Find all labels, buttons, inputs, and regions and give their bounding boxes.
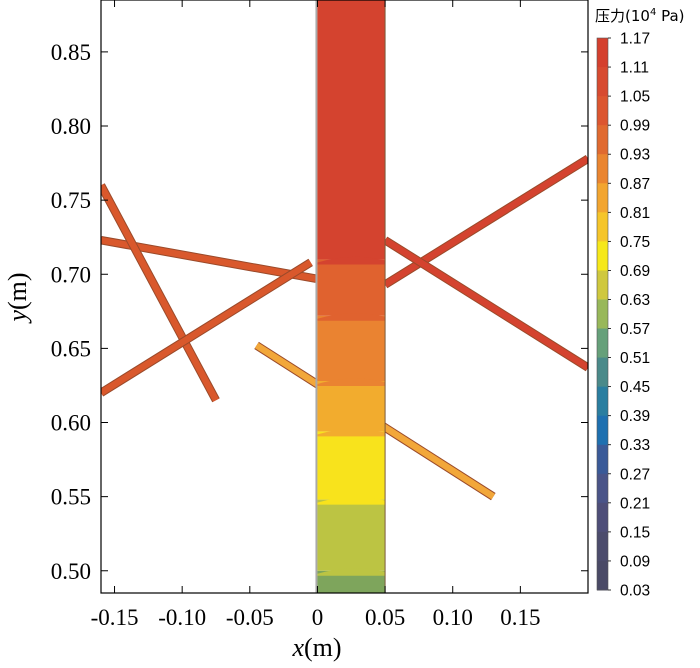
x-axis-title: x(m) [291,633,341,662]
pressure-band-2 [317,499,386,571]
colorbar-level-label: 0.15 [620,524,650,541]
colorbar-swatch [597,473,608,504]
domain-left-edge [315,0,318,593]
colorbar-swatch [597,241,608,271]
y-tick-label: 0.80 [51,114,91,139]
y-tick-label: 0.60 [51,411,91,436]
x-tick-label: 0 [312,605,324,630]
colorbar-level-label: 0.39 [620,408,650,425]
tube-6 [383,237,588,371]
colorbar-swatch [597,444,608,475]
tube-3 [101,259,313,396]
colorbar-swatch [597,502,608,533]
colorbar-swatch [597,154,608,184]
colorbar-level-label: 0.45 [620,379,650,396]
colorbar-level-label: 0.03 [620,583,650,600]
colorbar-level-label: 0.69 [620,263,650,280]
contour-edge-2 [317,497,386,505]
colorbar-level-label: 0.75 [620,234,650,251]
pressure-band-1 [317,570,386,593]
colorbar-title: 压力(104 Pa) [595,7,685,25]
colorbar-level-label: 0.63 [620,292,650,309]
colorbar-swatch [597,183,608,213]
contour-edge-6 [317,256,386,265]
colorbar-swatch [597,38,608,68]
colorbar-swatch [597,125,608,155]
colorbar-swatch [597,415,608,446]
colorbar-swatch [597,299,608,330]
colorbar-swatch [597,386,608,417]
x-axis: -0.15 -0.10 -0.05 0 0.05 0.10 0.15 [91,0,540,630]
x-tick-label: -0.05 [226,605,274,630]
pressure-band-3 [317,431,386,500]
colorbar-level-label: 0.21 [620,495,650,512]
contour-edge-3 [317,428,386,437]
y-tick-label: 0.75 [51,188,91,213]
pressure-band-7 [317,0,386,260]
y-tick-label: 0.70 [51,262,91,287]
pressure-band-5 [317,315,386,382]
colorbar-swatch [597,531,608,562]
colorbar-swatches [596,37,609,591]
plot-area [101,0,588,593]
colorbar-level-label: 0.81 [620,205,650,222]
colorbar-swatch [597,67,608,97]
central-flow-domain [315,0,386,593]
tube-2 [101,183,219,402]
x-tick-label: 0.15 [500,605,540,630]
colorbar-level-label: 0.33 [620,437,650,454]
tube-5 [383,155,588,288]
y-axis-unit: (m) [3,272,32,310]
x-tick-label: 0.05 [365,605,405,630]
x-tick-label: 0.10 [433,605,473,630]
y-tick-label: 0.50 [51,559,91,584]
colorbar-level-label: 0.27 [620,466,650,483]
x-axis-unit: (m) [304,633,342,662]
colorbar-swatch [597,96,608,126]
plot-frame [100,0,589,594]
colorbar-level-label: 1.17 [620,31,650,48]
colorbar-level-label: 0.93 [620,147,650,164]
contour-edge-1 [317,568,386,576]
x-tick-label: -0.10 [158,605,206,630]
colorbar-title-exponent: 4 [650,7,656,18]
colorbar-level-label: 0.87 [620,176,650,193]
pressure-band-4 [317,381,386,432]
colorbar-swatch [597,357,608,388]
y-axis-variable: y [3,310,32,325]
colorbar-swatch [597,270,608,300]
tubes-layer [101,155,588,501]
contour-edge-5 [317,313,386,321]
colorbar-level-label: 0.51 [620,350,650,367]
pressure-band-6 [317,259,386,316]
colorbar-level-label: 1.05 [620,89,650,106]
y-axis: 0.50 0.55 0.60 0.65 0.70 0.75 0.80 0.85 [51,40,588,584]
colorbar-level-label: 0.99 [620,118,650,135]
y-tick-label: 0.65 [51,336,91,361]
colorbar-level-label: 0.09 [620,553,650,570]
x-tick-label: -0.15 [91,605,139,630]
colorbar-swatch [597,328,608,359]
colorbar-level-label: 0.57 [620,321,650,338]
colorbar: 压力(104 Pa) 1.17 1.11 1.05 0.99 0.93 0.87 0.81 0… [595,7,685,600]
x-axis-variable: x [291,633,304,662]
colorbar-swatch [597,560,608,591]
colorbar-title-unit: Pa) [656,7,684,25]
colorbar-frame [596,37,609,591]
colorbar-level-label: 1.11 [620,60,649,77]
colorbar-title-main: 压力(10 [595,7,650,25]
colorbar-labels: 1.17 1.11 1.05 0.99 0.93 0.87 0.81 0.75 0.69 0.63… [608,31,650,600]
contour-edge-4 [317,378,386,387]
y-tick-label: 0.55 [51,485,91,510]
y-tick-label: 0.85 [51,40,91,65]
colorbar-swatch [597,212,608,242]
y-axis-title: y(m) [3,272,32,324]
